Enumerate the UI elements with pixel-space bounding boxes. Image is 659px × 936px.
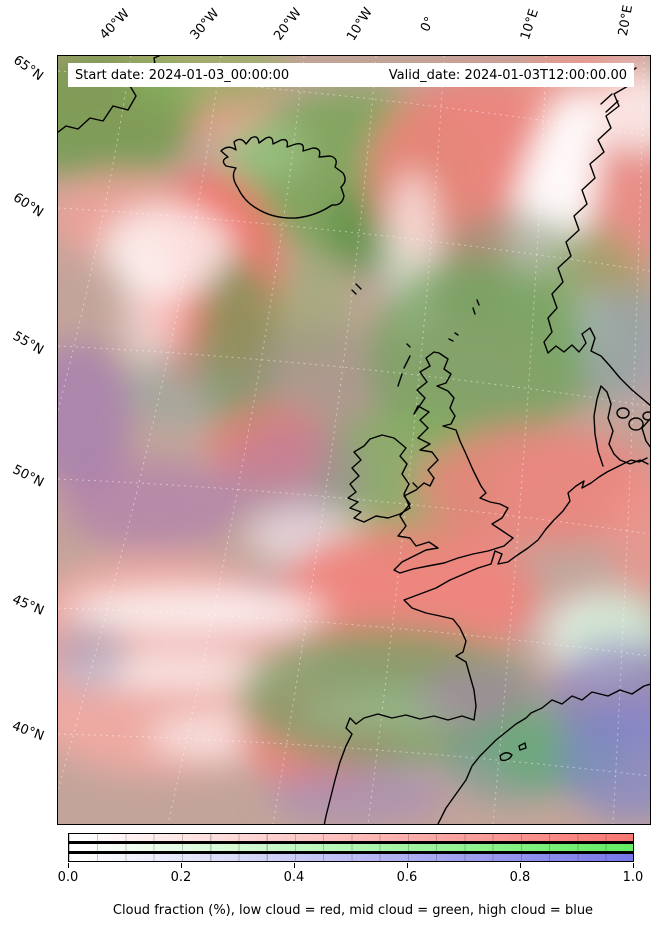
colorbar-low-cloud-row <box>69 834 633 842</box>
colorbar <box>68 833 634 862</box>
colorbar-tick-label: 0.2 <box>170 870 192 885</box>
colorbar-tick <box>633 863 634 868</box>
start-date-text: Start date: 2024-01-03_00:00:00 <box>75 67 290 83</box>
lat-tick-label: 40°N <box>10 718 46 745</box>
date-strip: Start date: 2024-01-03_00:00:00 Valid_da… <box>68 63 634 87</box>
lat-tick-label: 60°N <box>10 190 46 221</box>
lat-tick-label: 65°N <box>10 52 46 85</box>
lon-tick-label: 20°W <box>271 5 305 44</box>
colorbar-tick-label: 1.0 <box>622 870 644 885</box>
lon-tick-label: 30°W <box>187 6 223 43</box>
coastlines <box>58 56 650 824</box>
cloud-blobs <box>58 56 650 824</box>
lat-tick-label: 50°N <box>9 462 47 491</box>
lon-tick-label: 10°W <box>344 5 376 44</box>
colorbar-tick <box>181 863 182 868</box>
caption: Cloud fraction (%), low cloud = red, mid… <box>112 903 594 918</box>
lon-tick-label: 0° <box>418 14 438 35</box>
colorbar-high-cloud-row <box>69 853 633 861</box>
colorbar-tick <box>520 863 521 868</box>
map-canvas: Start date: 2024-01-03_00:00:00 Valid_da… <box>57 55 651 825</box>
colorbar-mid-cloud-row <box>69 843 633 852</box>
colorbar-tick <box>294 863 295 868</box>
cloud-composite-image <box>58 56 650 824</box>
graticule-lines <box>58 56 650 824</box>
colorbar-tick-label: 0.4 <box>283 870 305 885</box>
lon-tick-label: 40°W <box>97 6 133 43</box>
lat-tick-label: 55°N <box>10 328 46 359</box>
colorbar-tick-label: 0.6 <box>396 870 418 885</box>
lon-tick-label: 20°E <box>615 3 637 38</box>
colorbar-tick <box>407 863 408 868</box>
lon-tick-label: 10°E <box>518 7 542 42</box>
colorbar-tick <box>68 863 69 868</box>
lat-tick-label: 45°N <box>9 592 47 619</box>
colorbar-tick-label: 0.8 <box>509 870 531 885</box>
valid-date-text: Valid_date: 2024-01-03T12:00:00.00 <box>388 67 627 83</box>
colorbar-tick-label: 0.0 <box>57 870 79 885</box>
